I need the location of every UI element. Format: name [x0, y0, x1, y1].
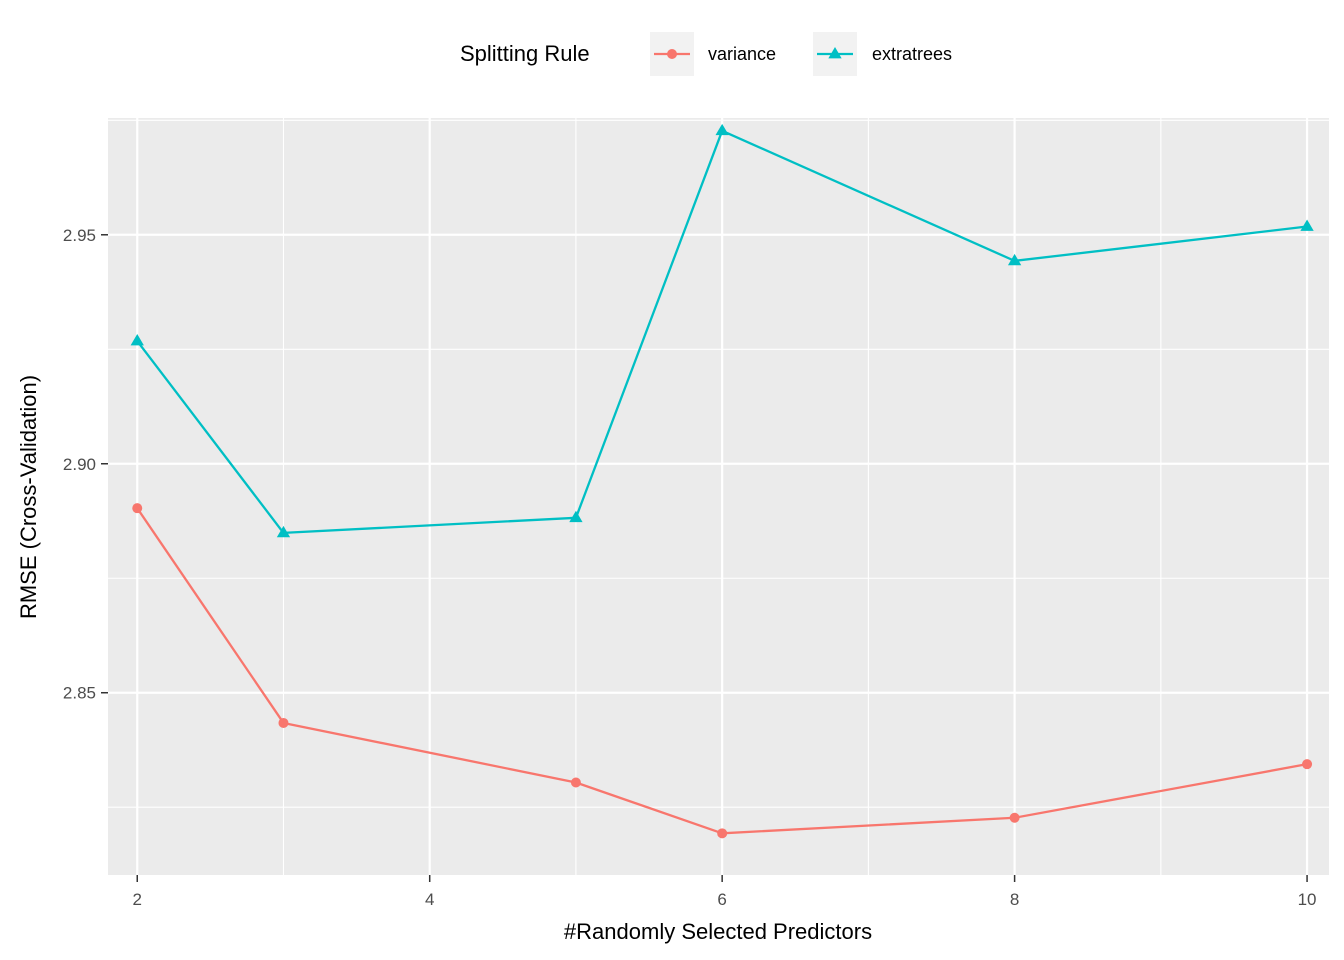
data-point-extratrees	[130, 334, 144, 346]
x-axis: 2 4 6 8 10	[133, 875, 1317, 909]
x-tick-label: 10	[1298, 890, 1317, 909]
legend-key-marker	[828, 47, 842, 59]
data-point-variance	[1009, 812, 1020, 823]
x-axis-title: #Randomly Selected Predictors	[564, 919, 872, 944]
x-tick-label: 2	[133, 890, 142, 909]
plot-panel	[108, 118, 1329, 875]
data-point-variance	[717, 828, 728, 839]
legend-label-extratrees: extratrees	[872, 44, 952, 64]
data-point-variance	[278, 717, 289, 728]
legend-item-extratrees: extratrees	[813, 32, 952, 76]
series-extratrees	[130, 123, 1314, 538]
legend-item-variance: variance	[650, 32, 776, 76]
y-tick-label: 2.85	[63, 684, 96, 703]
data-point-extratrees	[715, 123, 729, 136]
data-point-extratrees	[1300, 219, 1314, 231]
series-variance	[132, 503, 1313, 839]
data-point-extratrees	[276, 525, 291, 538]
x-tick-label: 6	[717, 890, 726, 909]
legend: Splitting Rule variance extratrees	[460, 32, 952, 76]
data-point-variance	[132, 503, 143, 514]
data-point-variance	[1302, 759, 1313, 770]
series-layer	[130, 123, 1314, 839]
major-gridlines	[108, 118, 1329, 875]
legend-keys: variance extratrees	[650, 32, 952, 76]
data-point-extratrees	[569, 510, 583, 523]
legend-label-variance: variance	[708, 44, 776, 64]
y-tick-label: 2.95	[63, 226, 96, 245]
x-tick-label: 8	[1010, 890, 1019, 909]
y-axis-title: RMSE (Cross-Validation)	[16, 375, 41, 619]
data-point-variance	[570, 777, 581, 788]
y-axis: 2.85 2.90 2.95	[63, 226, 108, 703]
legend-title: Splitting Rule	[460, 41, 590, 66]
legend-key-marker	[667, 49, 677, 59]
series-line-variance	[136, 507, 1308, 835]
x-tick-label: 4	[425, 890, 434, 909]
y-tick-label: 2.90	[63, 455, 96, 474]
data-point-extratrees	[1007, 253, 1022, 266]
series-line-extratrees	[136, 129, 1308, 535]
